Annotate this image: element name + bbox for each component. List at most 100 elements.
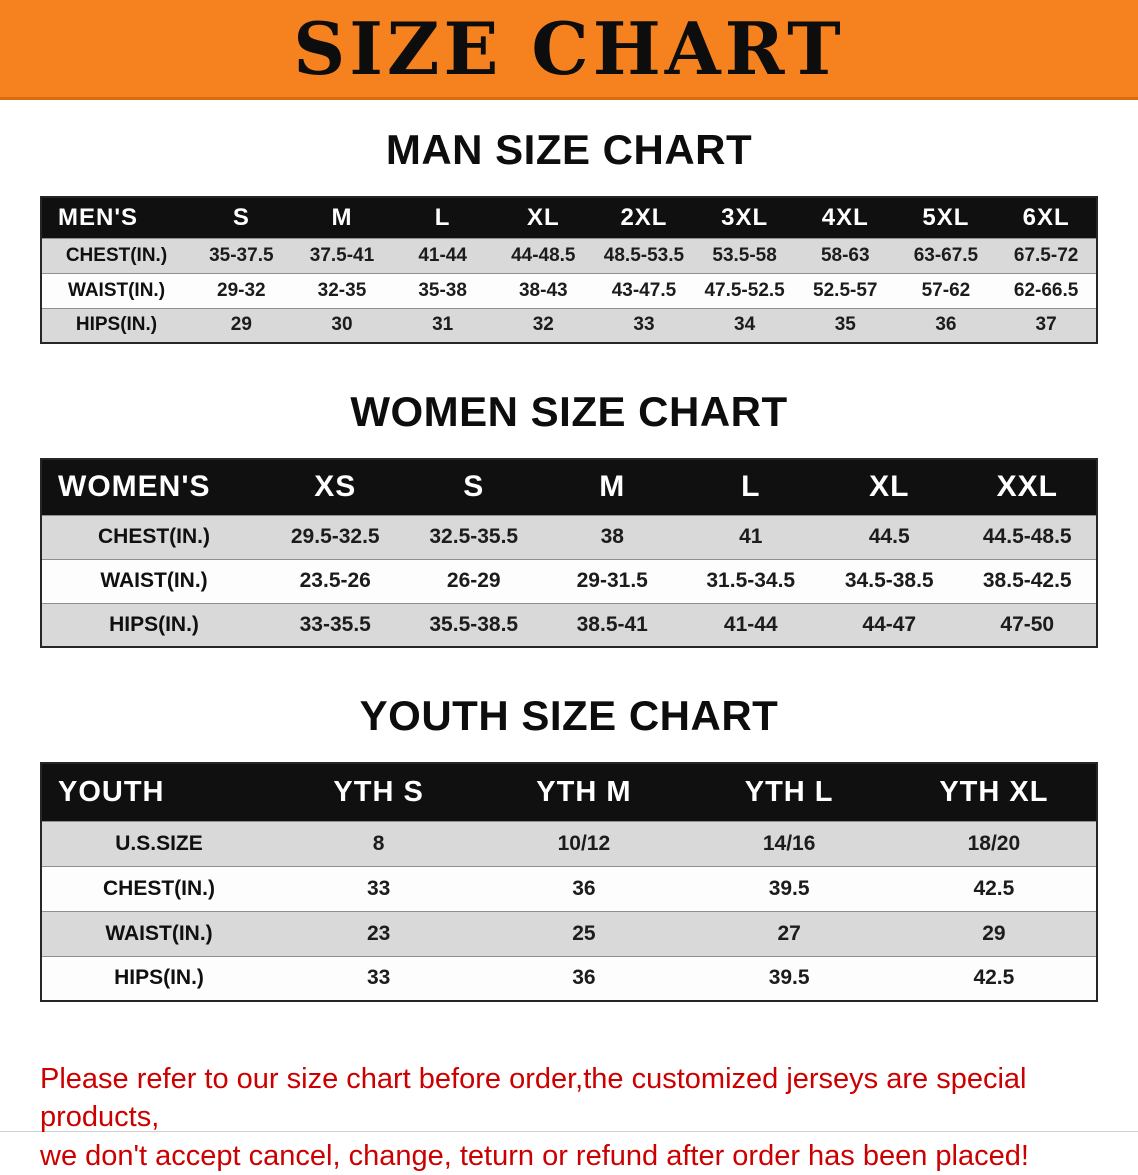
youth-heading: YOUTH SIZE CHART [359,692,779,739]
value-cell: 34 [734,314,756,336]
mens-table-head: MEN'S S M L XL 2XL 3XL 4XL 5XL 6XL [41,197,1097,238]
row-label: HIPS(IN.) [109,612,199,636]
value-cell: 58-63 [820,244,870,266]
value-cell: 25 [572,921,596,945]
value-cell: 35.5-38.5 [429,612,519,636]
value-cell: 35-37.5 [209,244,274,266]
row-label: WAIST(IN.) [100,569,208,592]
table-title-cell: WOMEN'S [58,470,211,504]
data-row: HIPS(IN.) 33 36 39.5 42.5 [41,956,1097,1001]
value-cell: 29-31.5 [576,569,648,592]
youth-table-body: U.S.SIZE 8 10/12 14/16 18/20 CHEST(IN.) 33 36 39… [41,821,1097,1001]
youth-table-head: YOUTH YTH S YTH M YTH L YTH XL [41,763,1097,821]
value-cell: 14/16 [762,831,816,855]
data-row: HIPS(IN.) 29 30 31 32 33 34 35 36 37 [41,308,1097,343]
value-cell: 34.5-38.5 [844,569,934,592]
value-cell: 35 [834,314,856,336]
value-cell: 44.5-48.5 [982,525,1072,548]
data-row: CHEST(IN.) 33 36 39.5 42.5 [41,866,1097,911]
youth-table: YOUTH YTH S YTH M YTH L YTH XL U.S.SIZE 8 10/12… [40,762,1098,1002]
value-cell: 32 [532,314,554,336]
mens-table-body: CHEST(IN.) 35-37.5 37.5-41 41-44 44-48.5 48.5… [41,238,1097,343]
size-header-cell: XL [869,470,910,504]
row-label: WAIST(IN.) [67,279,166,301]
value-cell: 33 [366,966,391,990]
value-cell: 32-35 [317,279,367,301]
value-cell: 38.5-42.5 [982,569,1072,592]
header-row: YOUTH YTH S YTH M YTH L YTH XL [41,763,1097,821]
womens-heading: WOMEN SIZE CHART [350,388,788,435]
row-label: CHEST(IN.) [103,876,215,900]
value-cell: 43-47.5 [611,279,677,301]
value-cell: 10/12 [557,831,611,855]
header-row: WOMEN'S XS S M L XL XXL [41,459,1097,515]
size-header-cell: 4XL [821,203,869,231]
value-cell: 48.5-53.5 [603,244,685,266]
value-cell: 38 [600,525,624,548]
banner-title: SIZE CHART [293,5,845,91]
size-header-cell: 3XL [721,203,769,231]
size-header-cell: S [232,203,250,231]
value-cell: 37.5-41 [309,244,375,266]
data-row: CHEST(IN.) 35-37.5 37.5-41 41-44 44-48.5 48.5… [41,238,1097,273]
table-title-cell: YOUTH [58,775,165,808]
value-cell: 36 [935,314,957,336]
value-cell: 33-35.5 [299,612,371,636]
value-cell: 41-44 [723,612,778,636]
data-row: U.S.SIZE 8 10/12 14/16 18/20 [41,821,1097,866]
row-label: HIPS(IN.) [114,966,204,990]
value-cell: 36 [572,876,596,900]
womens-table: WOMEN'S XS S M L XL XXL CHEST(IN.) 29.5-32.5 32.5… [40,458,1098,648]
value-cell: 44-47 [862,612,917,636]
row-label: HIPS(IN.) [75,314,158,336]
size-header-cell: YTH XL [939,775,1049,808]
size-header-cell: 5XL [922,203,970,231]
value-cell: 44-48.5 [511,244,576,266]
value-cell: 30 [331,314,353,336]
value-cell: 31 [432,314,454,336]
value-cell: 27 [777,921,801,945]
size-header-cell: M [331,203,353,231]
value-cell: 57-62 [921,279,971,301]
data-row: WAIST(IN.) 23 25 27 29 [41,911,1097,956]
womens-table-body: CHEST(IN.) 29.5-32.5 32.5-35.5 38 41 44.5 44.5… [41,515,1097,647]
value-cell: 23.5-26 [299,569,371,592]
value-cell: 44.5 [868,525,910,548]
value-cell: 36 [572,966,596,990]
sections: MAN SIZE CHART MEN'S S M L XL 2XL 3XL 4XL 5XL 6XL C… [0,100,1138,1002]
value-cell: 29 [230,314,252,336]
mens-heading: MAN SIZE CHART [385,126,753,173]
value-cell: 42.5 [973,966,1015,990]
value-cell: 41 [739,525,763,548]
section-youth: YOUTH SIZE CHART YOUTH YTH S YTH M YTH L YTH … [0,692,1138,1002]
value-cell: 35-38 [418,279,467,301]
value-cell: 42.5 [973,876,1015,900]
data-row: CHEST(IN.) 29.5-32.5 32.5-35.5 38 41 44.5 44.5… [41,515,1097,559]
banner: SIZE CHART [0,0,1138,100]
value-cell: 41-44 [418,244,467,266]
size-header-cell: L [741,470,761,504]
value-cell: 38-43 [518,279,568,301]
row-label: U.S.SIZE [115,831,203,855]
row-label: CHEST(IN.) [65,244,168,266]
value-cell: 29.5-32.5 [290,525,380,548]
size-header-cell: M [599,470,626,504]
value-cell: 18/20 [967,831,1021,855]
size-header-cell: YTH L [744,775,834,808]
size-header-cell: XS [314,470,357,504]
size-header-cell: YTH M [536,775,632,808]
disclaimer: Please refer to our size chart before or… [0,1046,1138,1175]
size-header-cell: XXL [996,470,1058,504]
womens-table-head: WOMEN'S XS S M L XL XXL [41,459,1097,515]
value-cell: 23 [366,921,391,945]
value-cell: 62-66.5 [1013,279,1079,301]
size-header-cell: S [463,470,485,504]
data-row: WAIST(IN.) 29-32 32-35 35-38 38-43 43-47.5 47.… [41,273,1097,308]
value-cell: 38.5-41 [576,612,648,636]
value-cell: 47.5-52.5 [704,279,785,301]
value-cell: 63-67.5 [913,244,979,266]
value-cell: 67.5-72 [1013,244,1079,266]
size-header-cell: 2XL [620,203,668,231]
row-label: WAIST(IN.) [105,921,213,945]
